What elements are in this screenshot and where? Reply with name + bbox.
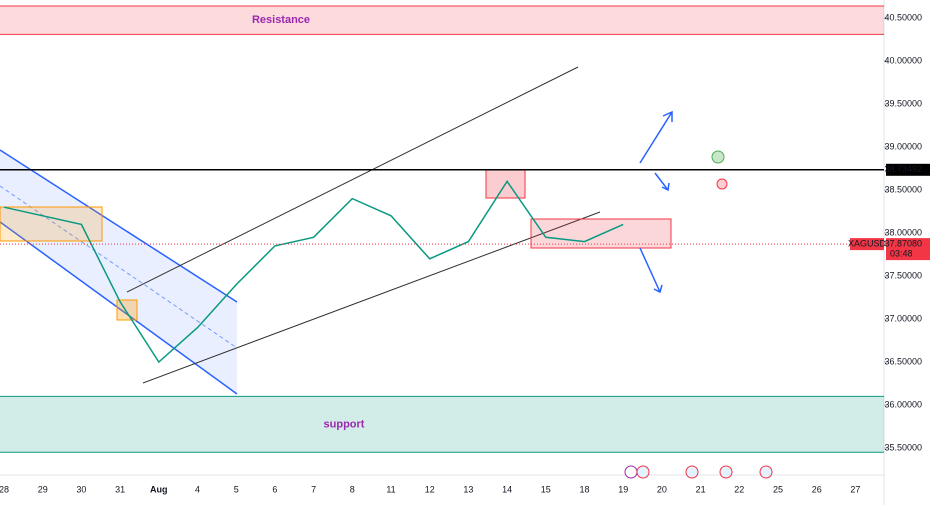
x-tick-label: 30 bbox=[76, 484, 86, 494]
x-tick-label: 21 bbox=[696, 484, 706, 494]
rising-channel-line bbox=[126, 66, 579, 293]
x-tick-label: 28 bbox=[0, 484, 9, 494]
level-box bbox=[886, 163, 930, 176]
x-tick-label: 7 bbox=[311, 484, 316, 494]
x-tick-label: 22 bbox=[734, 484, 744, 494]
zone bbox=[0, 5, 884, 35]
signal-dot bbox=[711, 150, 725, 164]
y-tick-label: 36.50000 bbox=[884, 356, 922, 366]
range-box bbox=[0, 206, 103, 242]
last-price-label: 37.87080 bbox=[884, 238, 922, 248]
y-tick-label: 39.50000 bbox=[884, 98, 922, 108]
y-tick-label: 40.00000 bbox=[884, 55, 922, 65]
x-tick-label: 14 bbox=[502, 484, 512, 494]
y-tick-label: 37.00000 bbox=[884, 313, 922, 323]
price-line bbox=[3, 180, 624, 364]
zone bbox=[0, 396, 884, 453]
signal-dot bbox=[716, 178, 728, 190]
falling-channel-fill bbox=[0, 150, 237, 394]
y-tick-label: 35.50000 bbox=[884, 442, 922, 452]
symbol-box bbox=[850, 238, 884, 251]
y-tick-label: 38.00000 bbox=[884, 227, 922, 237]
x-tick-label: Aug bbox=[150, 484, 168, 494]
x-tick-label: 25 bbox=[773, 484, 783, 494]
countdown: 03:48 bbox=[890, 248, 913, 258]
symbol-label: XAGUSD bbox=[848, 238, 887, 248]
x-tick-label: 31 bbox=[115, 484, 125, 494]
x-tick-label: 12 bbox=[425, 484, 435, 494]
x-tick-label: 4 bbox=[195, 484, 200, 494]
x-tick-label: 29 bbox=[38, 484, 48, 494]
zone-label: support bbox=[324, 418, 365, 430]
x-tick-label: 13 bbox=[463, 484, 473, 494]
x-tick-label: 20 bbox=[657, 484, 667, 494]
rising-channel-line bbox=[142, 211, 601, 384]
channel-mid bbox=[0, 185, 238, 349]
y-tick-label: 39.00000 bbox=[884, 141, 922, 151]
x-tick-label: 18 bbox=[579, 484, 589, 494]
zone-label: Resistance bbox=[252, 14, 310, 26]
x-tick-label: 19 bbox=[618, 484, 628, 494]
x-tick-label: 6 bbox=[272, 484, 277, 494]
channel-line bbox=[0, 221, 238, 395]
arrows bbox=[639, 110, 673, 294]
y-tick-label: 37.50000 bbox=[884, 270, 922, 280]
x-tick-label: 8 bbox=[350, 484, 355, 494]
event-icons bbox=[624, 465, 773, 479]
y-tick-label: 38.50000 bbox=[884, 184, 922, 194]
level-label: 38.73492 bbox=[884, 164, 922, 174]
y-tick-label: 40.50000 bbox=[884, 12, 922, 22]
y-tick-label: 36.00000 bbox=[884, 399, 922, 409]
x-tick-label: 26 bbox=[812, 484, 822, 494]
x-tick-label: 27 bbox=[850, 484, 860, 494]
x-tick-label: 15 bbox=[541, 484, 551, 494]
channel-line bbox=[0, 149, 238, 303]
last-price-box bbox=[886, 238, 930, 261]
x-tick-label: 11 bbox=[386, 484, 395, 494]
x-tick-label: 5 bbox=[234, 484, 239, 494]
